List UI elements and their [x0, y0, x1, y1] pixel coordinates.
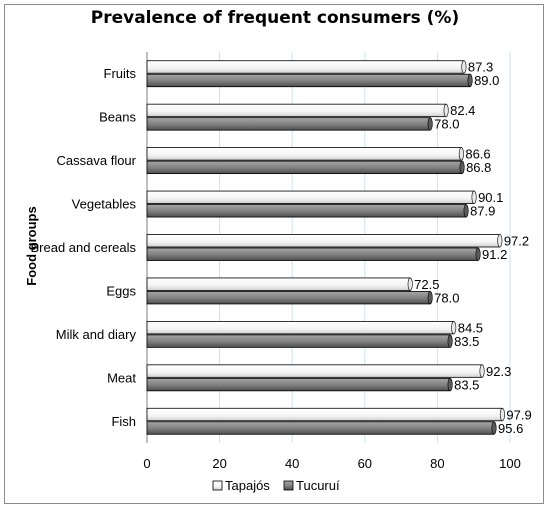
legend-swatch-tapajos	[212, 480, 223, 491]
x-tick-label: 0	[143, 456, 150, 471]
bar-cap	[407, 277, 413, 291]
bar-tapajos	[146, 407, 503, 422]
bar-cap	[427, 117, 433, 131]
category-label: Cassava flour	[57, 153, 137, 168]
chart-title: Prevalence of frequent consumers (%)	[90, 8, 460, 28]
legend: Tapajós Tucuruí	[212, 478, 340, 493]
x-tick-label: 20	[212, 456, 226, 471]
bar-cap	[443, 103, 449, 117]
bar-tucurui	[146, 204, 467, 218]
category-label: Eggs	[106, 283, 136, 298]
bar-cap	[499, 407, 505, 422]
data-label: 83.5	[454, 377, 479, 392]
data-label: 90.1	[478, 190, 503, 205]
data-label: 95.6	[498, 421, 523, 436]
bar-cap	[458, 147, 464, 161]
bar-cap	[427, 291, 433, 305]
category-label: Meat	[107, 370, 136, 385]
bar-tucurui	[146, 291, 431, 305]
bar-tucurui	[146, 421, 495, 435]
data-label: 82.4	[450, 103, 475, 118]
data-label: 91.2	[482, 247, 507, 262]
bar-tapajos	[146, 320, 455, 335]
data-label: 89.0	[474, 73, 499, 88]
bar-cap	[497, 234, 503, 248]
category-label: Bread and cereals	[30, 240, 136, 255]
data-label: 97.9	[506, 407, 531, 422]
data-label: 86.6	[465, 147, 490, 162]
category-label: Milk and diary	[56, 327, 137, 342]
bar-cap	[471, 190, 477, 204]
bar-tucurui	[146, 73, 471, 88]
bar-tucurui	[146, 247, 479, 261]
bar-tapajos	[146, 277, 411, 291]
bar-tapajos	[146, 234, 501, 248]
data-label: 97.2	[504, 234, 529, 249]
bar-cap	[447, 378, 453, 392]
bar-cap	[459, 160, 465, 174]
x-tick-label: 80	[430, 456, 444, 471]
legend-label-tucurui: Tucuruí	[296, 478, 340, 493]
bar-tucurui	[146, 117, 431, 131]
x-tick-label: 60	[358, 456, 372, 471]
category-label: Fish	[111, 414, 136, 429]
data-label: 87.9	[470, 204, 495, 219]
bar-tapajos	[146, 364, 483, 378]
bar-cap	[467, 73, 473, 88]
category-label: Beans	[99, 110, 136, 125]
legend-swatch-tucurui	[283, 480, 294, 491]
bar-cap	[461, 60, 467, 74]
bar-cap	[491, 421, 497, 435]
bar-cap	[463, 204, 469, 218]
bars	[146, 60, 505, 435]
data-label: 84.5	[458, 320, 483, 335]
bar-tapajos	[146, 60, 465, 74]
bar-cap	[447, 334, 453, 348]
data-label: 78.0	[434, 290, 459, 305]
data-label: 72.5	[414, 277, 439, 292]
data-label: 87.3	[468, 60, 493, 75]
x-tick-label: 40	[285, 456, 299, 471]
bar-cap	[451, 321, 457, 335]
data-label: 92.3	[486, 364, 511, 379]
bar-tapajos	[146, 147, 462, 161]
bar-tapajos	[146, 190, 475, 204]
bar-cap	[479, 364, 485, 378]
bar-tucurui	[146, 334, 451, 348]
data-label: 83.5	[454, 334, 479, 349]
bar-tucurui	[146, 377, 451, 392]
x-tick-label: 100	[499, 456, 521, 471]
category-label: Vegetables	[72, 197, 137, 212]
y-axis-title: Food groups	[24, 206, 39, 285]
grid-lines	[146, 52, 511, 443]
bar-tucurui	[146, 160, 463, 175]
data-label: 78.0	[434, 117, 459, 132]
legend-label-tapajos: Tapajós	[225, 478, 270, 493]
bar-cap	[475, 247, 481, 261]
category-label: Fruits	[104, 66, 137, 81]
data-label: 86.8	[466, 160, 491, 175]
bar-tapajos	[146, 103, 447, 118]
